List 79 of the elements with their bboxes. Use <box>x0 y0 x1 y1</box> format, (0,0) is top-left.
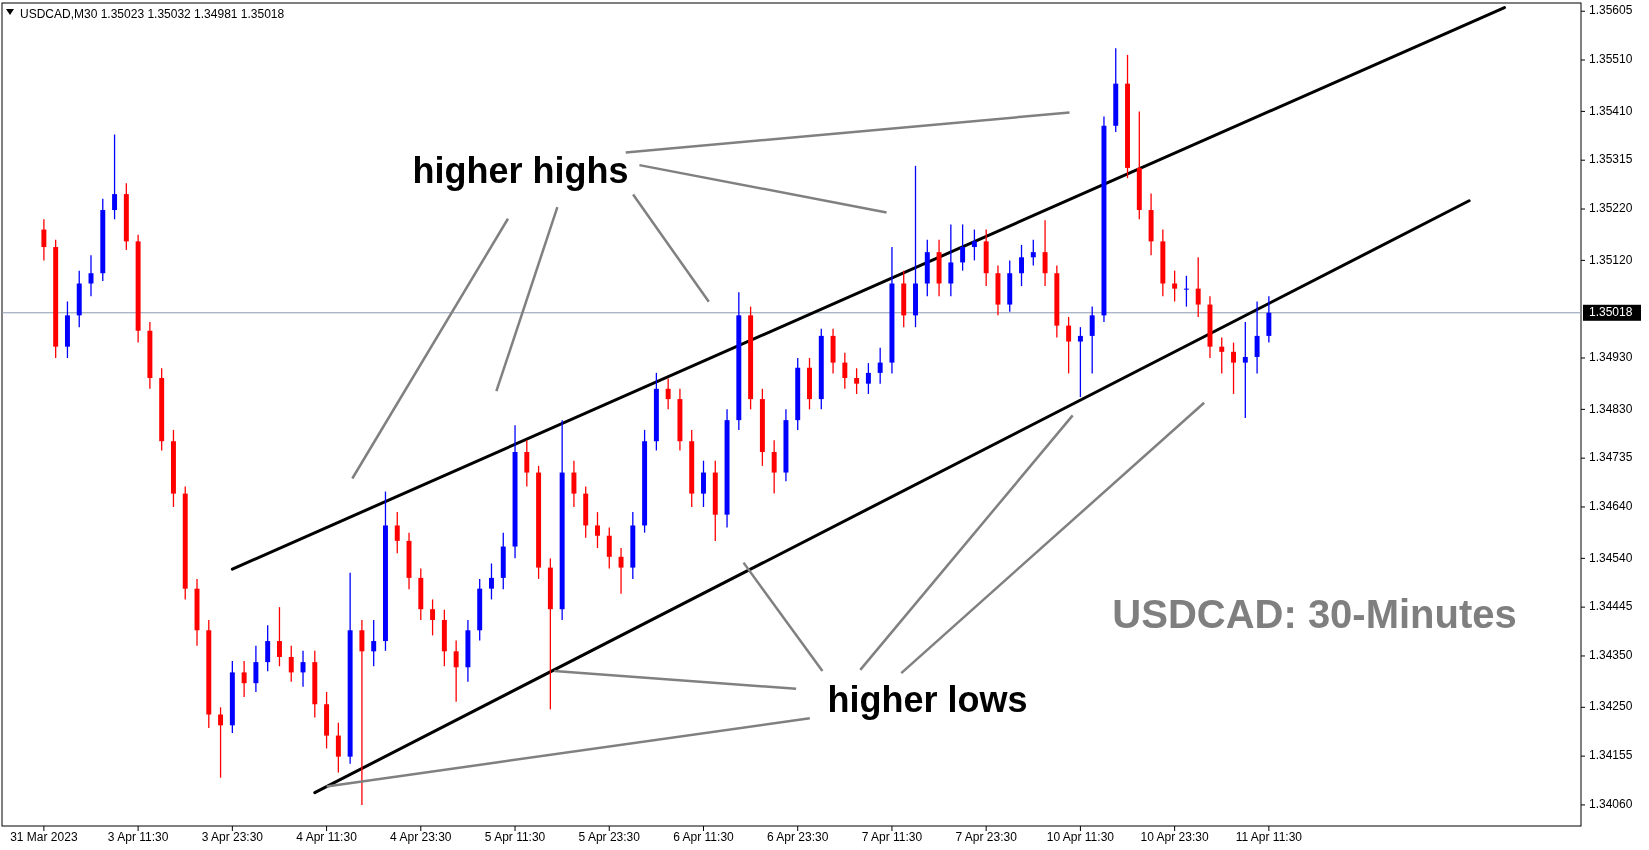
y-tick-label: 1.34930 <box>1589 350 1633 365</box>
candlestick <box>1183 275 1189 308</box>
x-tick-label: 10 Apr 23:30 <box>1140 830 1209 844</box>
x-tick-label: 6 Apr 23:30 <box>767 830 829 844</box>
candlestick <box>489 562 494 601</box>
candlestick <box>359 619 365 806</box>
candlestick <box>618 547 624 595</box>
candlestick <box>1266 295 1272 344</box>
candlestick <box>1195 256 1201 318</box>
candlestick <box>430 598 436 637</box>
y-tick-label: 1.35410 <box>1589 103 1633 118</box>
candlestick <box>606 526 612 570</box>
candlestick <box>1089 305 1095 375</box>
candlestick <box>1242 321 1248 419</box>
candlestick <box>524 439 530 488</box>
x-tick-label: 10 Apr 11:30 <box>1046 830 1115 844</box>
x-tick-label: 6 Apr 11:30 <box>673 830 735 844</box>
y-tick-label: 1.34640 <box>1589 499 1633 514</box>
candlestick <box>960 223 966 272</box>
candlestick <box>971 228 977 262</box>
candlestick <box>453 639 459 703</box>
x-tick-label: 4 Apr 11:30 <box>296 830 358 844</box>
chart-title: USDCAD,M30 1.35023 1.35032 1.34981 1.35018 <box>20 7 285 22</box>
annotation: higher lows <box>827 679 1028 721</box>
candlestick <box>1066 316 1072 375</box>
x-tick-label: 4 Apr 23:30 <box>390 830 452 844</box>
candlestick <box>276 606 282 667</box>
candlestick <box>948 223 954 297</box>
candlestick <box>701 460 706 508</box>
candlestick <box>288 645 294 683</box>
candlestick <box>394 511 400 554</box>
y-tick-label: 1.34060 <box>1589 797 1633 812</box>
candlestick <box>595 511 600 549</box>
candlestick <box>218 706 224 779</box>
x-tick-label: 31 Mar 2023 <box>10 830 78 844</box>
y-tick-label: 1.35220 <box>1589 201 1633 216</box>
candlestick <box>1219 336 1225 375</box>
candlestick <box>335 722 341 774</box>
candlestick <box>41 218 47 262</box>
candlestick <box>665 377 671 411</box>
candlestick <box>112 133 118 220</box>
x-tick-label: 7 Apr 11:30 <box>861 830 923 844</box>
candlestick <box>1030 239 1036 267</box>
candlestick <box>571 460 577 508</box>
x-tick-label: 3 Apr 11:30 <box>107 830 169 844</box>
y-tick-label: 1.35315 <box>1589 152 1633 167</box>
candlestick <box>1042 219 1048 287</box>
candlestick <box>265 624 271 673</box>
candlestick <box>1231 341 1237 395</box>
y-tick-label: 1.35120 <box>1589 252 1633 267</box>
annotation: USDCAD: 30-Minutes <box>1112 591 1517 636</box>
y-tick-label: 1.34540 <box>1589 550 1633 565</box>
x-tick-label: 7 Apr 23:30 <box>955 830 1018 844</box>
y-tick-label: 1.34735 <box>1589 450 1633 465</box>
candlestick <box>771 439 777 495</box>
x-tick-label: 5 Apr 11:30 <box>484 830 546 844</box>
y-tick-label: 1.34350 <box>1589 648 1633 663</box>
candlestick <box>241 660 247 698</box>
candlestick <box>371 619 377 667</box>
y-tick-label: 1.34250 <box>1589 699 1633 714</box>
y-tick-label: 1.34830 <box>1589 401 1633 416</box>
y-tick-label: 1.34445 <box>1589 599 1633 614</box>
candlestick <box>1077 326 1083 398</box>
candlestick <box>1019 244 1024 287</box>
y-tick-label: 1.35605 <box>1589 3 1633 18</box>
candlestick <box>1172 270 1178 303</box>
x-tick-label: 5 Apr 23:30 <box>578 830 641 844</box>
candlestick <box>842 352 848 390</box>
candlestick <box>865 362 871 395</box>
candlestick <box>854 367 860 395</box>
annotation: higher highs <box>412 150 629 192</box>
x-tick-label: 3 Apr 23:30 <box>201 830 264 844</box>
candlestick <box>877 347 883 385</box>
y-tick-label: 1.35510 <box>1589 52 1633 67</box>
candlestick <box>1254 300 1260 375</box>
ref-line-label: 1.35018 <box>1589 304 1633 319</box>
candlestick <box>253 645 259 693</box>
x-tick-label: 11 Apr 11:30 <box>1235 830 1303 844</box>
y-tick-label: 1.34155 <box>1589 748 1633 763</box>
